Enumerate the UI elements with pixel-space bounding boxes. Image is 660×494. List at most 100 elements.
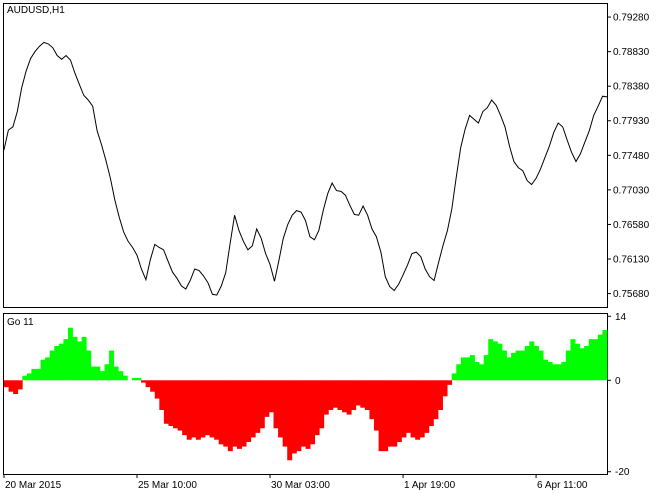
oscillator-bar [570,339,576,381]
oscillator-bar [547,362,553,381]
oscillator-bar [579,348,585,381]
price-series-line [3,41,608,296]
oscillator-bar [218,380,224,445]
oscillator-bar [355,380,361,406]
oscillator-bar [442,380,448,397]
time-axis-tick-label: 30 Mar 03:00 [271,480,330,491]
oscillator-bar [4,380,9,388]
oscillator-bar [515,350,521,381]
oscillator-bar [310,380,316,445]
oscillator-bar [565,350,571,381]
oscillator-bar [191,380,197,438]
oscillator-bar [35,368,41,381]
oscillator-bar [173,380,178,429]
oscillator-bar [387,380,393,447]
oscillator-bar [602,330,608,381]
oscillator-bar [136,378,142,381]
oscillator-bar [520,350,526,381]
oscillator-bars [4,327,608,461]
oscillator-bar [287,380,293,461]
oscillator-bar [328,380,334,410]
oscillator-bar [223,380,229,447]
oscillator-bar [141,380,147,383]
oscillator-bar [543,359,549,381]
time-axis-tick-label: 25 Mar 10:00 [138,480,197,491]
oscillator-bar [552,364,558,381]
oscillator-bar [364,380,370,410]
oscillator-bar [392,380,398,447]
oscillator-bar [538,350,544,381]
oscillator-bar [236,380,242,449]
oscillator-bar [49,350,55,381]
oscillator-bar [488,339,494,381]
oscillator-bar [209,380,215,438]
oscillator-bar [479,364,485,381]
oscillator-bar [67,327,73,381]
oscillator-bar [259,380,265,429]
oscillator-bar [401,380,407,438]
oscillator-bar [278,380,284,438]
oscillator-bar [168,380,174,426]
oscillator-bar [456,364,462,381]
oscillator-bar [374,380,379,431]
oscillator-bar [314,380,320,436]
oscillator-bar [337,380,343,410]
oscillator-pane-title: Go 11 [7,317,34,328]
time-axis-tick-label: 6 Apr 11:00 [537,480,588,491]
oscillator-bar [588,339,594,381]
oscillator-bar [205,380,210,436]
oscillator-bar [182,380,188,436]
oscillator-bar [460,357,466,381]
oscillator-bar [26,373,32,381]
oscillator-bar [195,380,201,440]
oscillator-bar [369,380,375,420]
oscillator-bar [305,380,311,449]
oscillator-bar [319,380,325,429]
oscillator-bar [428,380,434,426]
oscillator-bar [433,380,439,420]
oscillator-bar [474,362,480,381]
oscillator-bar [200,380,206,438]
price-axis-tick-label: 0.78830 [613,47,650,58]
price-axis-tick-label: 0.76130 [613,254,650,265]
time-axis-tick-label: 1 Apr 19:00 [404,480,456,491]
oscillator-bar [145,380,151,388]
oscillator-bar [77,341,83,381]
oscillator-bar [72,336,78,381]
oscillator-bar [81,336,87,381]
oscillator-bar [437,380,443,410]
oscillator-bar [241,380,247,447]
oscillator-bar [250,380,256,438]
oscillator-pane: Go 11 14 0 -20 [3,312,630,478]
oscillator-bar [90,366,96,381]
oscillator-bar [58,343,64,381]
oscillator-bar [282,380,288,447]
price-axis-tick-label: 0.78380 [613,82,650,93]
oscillator-bar [529,341,535,381]
oscillator-bar [378,380,384,452]
oscillator-bar [186,380,192,440]
oscillator-bar [597,334,603,381]
price-axis: 0.79280 0.78830 0.78380 0.77930 0.77480 0.770… [607,13,650,300]
oscillator-bar [410,380,416,438]
oscillator-bar [232,380,238,447]
oscillator-axis-tick-label: 14 [615,312,627,323]
oscillator-bar [346,380,352,415]
oscillator-bar [40,359,46,381]
oscillator-bar [447,380,453,385]
oscillator-bar [154,380,160,399]
oscillator-axis: 14 0 -20 [607,312,630,478]
price-axis-tick-label: 0.77480 [613,151,650,162]
oscillator-bar [561,362,567,381]
price-pane-frame [3,3,608,308]
oscillator-bar [533,346,539,381]
price-pane-title: AUDUSD,H1 [7,5,65,16]
oscillator-bar [268,380,274,413]
oscillator-bar [86,350,92,381]
oscillator-bar [99,371,105,381]
oscillator-bar [492,341,498,381]
oscillator-bar [8,380,14,392]
oscillator-bar [17,380,23,390]
oscillator-bar [273,380,279,429]
